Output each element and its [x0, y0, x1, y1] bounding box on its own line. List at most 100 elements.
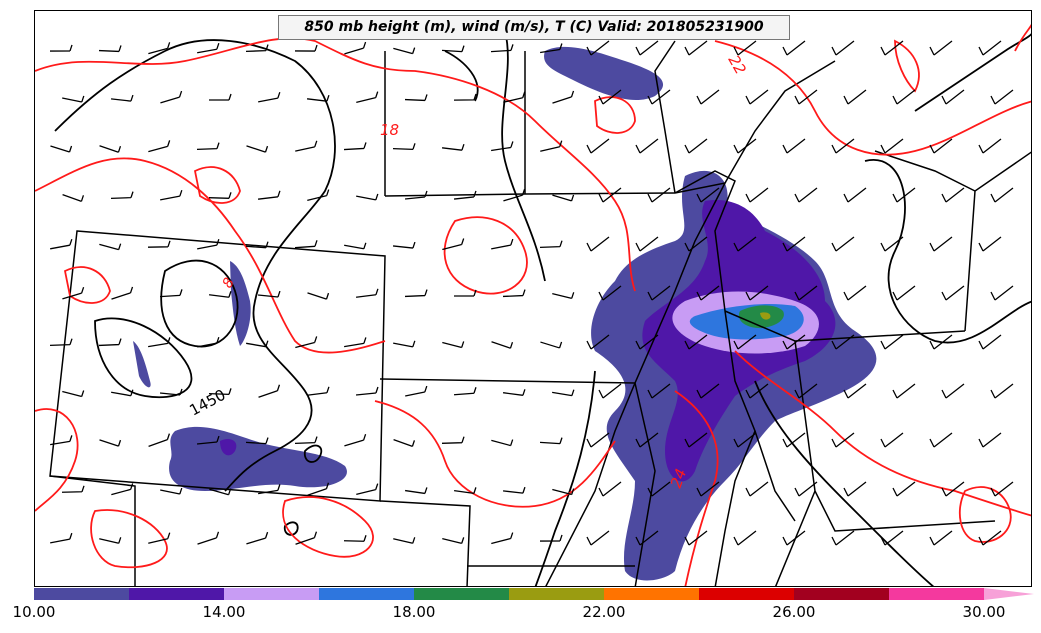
wind-barb	[540, 341, 563, 349]
wind-barb	[635, 530, 659, 546]
wind-barb	[393, 47, 416, 55]
wind-barb	[794, 481, 818, 497]
temp-contour-6	[734, 350, 1031, 517]
wind-barb	[696, 187, 720, 203]
wind-barb	[552, 389, 575, 397]
wind-barb	[794, 187, 818, 203]
wind-barb	[647, 481, 671, 497]
wind-barb	[892, 383, 916, 399]
border-northeast	[874, 150, 976, 192]
wind-barb	[50, 145, 73, 153]
wind-barb	[307, 292, 330, 300]
wind-barb	[880, 236, 904, 252]
wind-barb	[733, 138, 757, 154]
temp-contour-12	[90, 509, 168, 569]
wind-barb	[598, 285, 622, 301]
wind-barb	[745, 481, 769, 497]
wind-barb	[246, 145, 269, 153]
wind-barb	[978, 236, 1002, 252]
wind-barb	[197, 43, 220, 54]
wind-barb	[245, 437, 269, 445]
temp-label-24: 24	[667, 466, 690, 490]
wind-barb	[733, 334, 757, 350]
wind-barb	[831, 40, 855, 56]
map-panel: 1450 18 22 24 8	[34, 10, 1032, 587]
wind-barb	[880, 334, 904, 350]
wind-barb	[540, 43, 563, 54]
wind-barb	[491, 341, 514, 349]
wind-barb	[442, 238, 465, 251]
wind-barb	[586, 530, 610, 546]
wind-barb	[843, 89, 867, 105]
wind-barb	[502, 389, 526, 396]
wind-barb	[586, 236, 610, 252]
wind-barb	[941, 285, 965, 301]
wind-barb	[62, 194, 85, 202]
wind-barb	[491, 532, 514, 545]
wind-barb	[50, 435, 73, 446]
wind-barb	[892, 285, 916, 301]
wind-barb	[990, 89, 1014, 105]
height-contour-7	[864, 159, 1031, 344]
wind-barb	[733, 236, 757, 252]
wind-barb	[843, 285, 867, 301]
wind-barb	[246, 531, 269, 545]
wind-barb	[782, 236, 806, 252]
height-contour-4	[501, 30, 546, 282]
wind-barb	[404, 190, 428, 200]
wind-barb	[490, 44, 514, 53]
border-indiana	[794, 340, 996, 532]
wind-barb	[794, 89, 818, 105]
colorbar-bin	[509, 588, 605, 600]
wind-barb	[684, 432, 708, 448]
wind-barb	[343, 142, 367, 151]
wind-barb	[246, 340, 269, 348]
wind-barb	[245, 241, 269, 249]
wind-barb	[745, 285, 769, 301]
wind-barb	[355, 288, 379, 298]
colorbar-bin	[34, 588, 130, 600]
wind-barb	[393, 340, 416, 348]
wind-barb	[696, 89, 720, 105]
border-wisconsin	[654, 40, 676, 194]
wind-barb	[502, 486, 526, 494]
temp-label-18: 18	[380, 121, 399, 139]
height-contour-8	[914, 33, 1031, 112]
wind-barb	[453, 387, 477, 396]
wind-barb	[503, 188, 526, 202]
wind-barb	[586, 40, 610, 56]
wind-barb	[843, 383, 867, 399]
wind-barb	[148, 433, 171, 447]
wind-shading-west	[169, 426, 347, 491]
wind-barb	[794, 383, 818, 399]
wind-barb	[148, 140, 171, 153]
colorbar-bin	[889, 588, 985, 600]
wind-barb	[392, 143, 416, 151]
wind-barb	[344, 433, 367, 447]
wind-barb	[404, 289, 428, 298]
wind-barb	[441, 45, 465, 53]
wind-barb	[782, 530, 806, 546]
border-kentucky	[754, 430, 796, 522]
height-contour-9	[754, 380, 935, 586]
temp-contour-9	[1014, 24, 1031, 52]
wind-barb	[831, 138, 855, 154]
wind-barb	[880, 530, 904, 546]
wind-barb	[941, 187, 965, 203]
wind-barb	[62, 390, 85, 398]
wind-barb	[344, 41, 367, 55]
wind-barb	[539, 240, 563, 248]
height-contour-2	[160, 259, 239, 348]
wind-barb	[929, 236, 953, 252]
wind-barb	[343, 535, 367, 542]
wind-barb	[892, 481, 916, 497]
border-colorado-south	[49, 475, 136, 586]
border-michigan	[724, 60, 836, 184]
wind-barb	[356, 483, 379, 496]
wind-shading-olive	[760, 312, 771, 320]
wind-barb	[745, 187, 769, 203]
wind-barb	[990, 285, 1014, 301]
temp-contour-4	[374, 400, 616, 508]
wind-barb	[929, 530, 953, 546]
wind-barb	[552, 194, 575, 202]
